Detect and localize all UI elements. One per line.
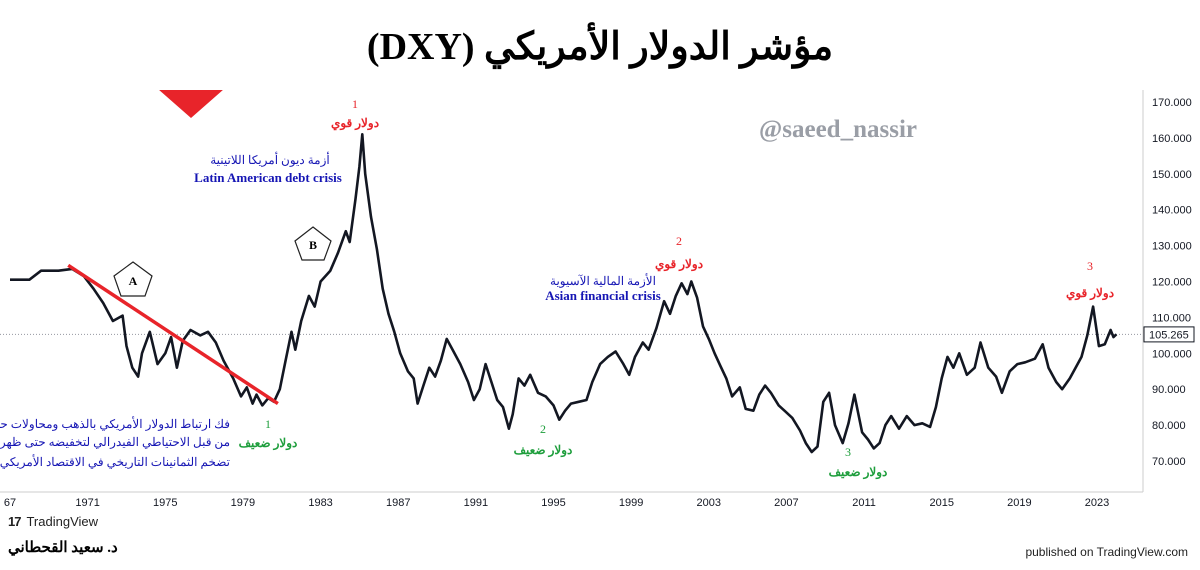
pentagon-a-label: A	[129, 274, 138, 288]
x-tick-label: 2007	[774, 497, 798, 509]
asia-crisis-en: Asian financial crisis	[545, 288, 661, 303]
tradingview-logo-icon: 17	[8, 514, 22, 529]
x-tick-label: 2019	[1007, 497, 1031, 509]
downtrend-line	[67, 263, 279, 406]
pentagon-b-label: B	[309, 238, 317, 252]
y-tick-label: 70.000	[1152, 456, 1186, 468]
published-note: published on TradingView.com	[1025, 545, 1188, 559]
dxy-price-line	[10, 133, 1118, 454]
y-tick-label: 80.000	[1152, 420, 1186, 432]
note-line-3: تضخم الثمانينات التاريخي في الاقتصاد الأ…	[0, 454, 230, 469]
weak-1-number: 1	[265, 417, 271, 431]
last-value-label: 105.265	[1149, 329, 1189, 341]
x-tick-label: 1995	[541, 497, 565, 509]
x-tick-label: 2023	[1085, 497, 1109, 509]
strong-3-number: 3	[1087, 259, 1093, 273]
asia-crisis-ar: الأزمة المالية الآسيوية	[550, 273, 656, 288]
x-tick-label: 1975	[153, 497, 177, 509]
tradingview-brand: TradingView	[26, 514, 99, 529]
pentagon-b-icon: B	[294, 226, 332, 261]
weak-3-number: 3	[845, 445, 851, 459]
pentagon-a-icon: A	[113, 261, 153, 297]
x-tick-label: 1983	[308, 497, 332, 509]
chart-area: 70.000 80.000 90.000 100.000 110.000 120.000 1…	[0, 90, 1195, 509]
weak-2-label: دولار ضعيف	[514, 443, 573, 458]
y-axis-ticks: 70.000 80.000 90.000 100.000 110.000 120.000 1…	[1152, 97, 1192, 468]
strong-2-label: دولار قوي	[655, 257, 703, 272]
y-tick-label: 160.000	[1152, 133, 1192, 145]
x-tick-label: 2011	[852, 497, 876, 509]
weak-1-label: دولار ضعيف	[239, 436, 298, 451]
y-tick-label: 100.000	[1152, 348, 1192, 360]
y-tick-label: 90.000	[1152, 384, 1186, 396]
y-tick-label: 150.000	[1152, 169, 1192, 181]
x-tick-label: 1999	[619, 497, 643, 509]
last-value-badge: 105.265	[1143, 326, 1195, 343]
down-arrow-icon	[159, 90, 223, 118]
tradingview-logo: 17 TradingView	[8, 514, 98, 529]
y-tick-label: 110.000	[1152, 312, 1191, 324]
y-tick-label: 140.000	[1152, 205, 1192, 217]
x-tick-label: 1979	[231, 497, 255, 509]
x-axis-ticks: 67 1971 1975 1979 1983 1987 1991 1995 1999 2003 20…	[4, 497, 1109, 509]
note-line-2: من قبل الاحتياطي الفيدرالي لتخفيضه حتى ظ…	[0, 435, 230, 449]
latam-crisis-ar: أزمة ديون أمريكا اللاتينية	[210, 152, 329, 167]
x-tick-label: 1991	[464, 497, 488, 509]
weak-3-label: دولار ضعيف	[829, 465, 888, 480]
y-tick-label: 170.000	[1152, 97, 1192, 109]
author-name: د. سعيد القحطاني	[8, 540, 118, 556]
note-line-1: فك ارتباط الدولار الأمريكي بالذهب ومحاول…	[0, 416, 230, 431]
watermark-handle: @saeed_nassir	[759, 116, 917, 143]
x-tick-label: 2003	[697, 497, 721, 509]
weak-2-number: 2	[540, 422, 546, 436]
y-tick-label: 130.000	[1152, 241, 1192, 253]
page-title: مؤشر الدولار الأمريكي (DXY)	[366, 26, 834, 68]
x-tick-label: 1971	[75, 497, 99, 509]
x-tick-label: 1987	[386, 497, 410, 509]
strong-1-label: دولار قوي	[331, 116, 379, 131]
strong-2-number: 2	[676, 234, 682, 248]
strong-3-label: دولار قوي	[1066, 286, 1114, 301]
x-tick-label: 2015	[929, 497, 953, 509]
strong-1-number: 1	[352, 97, 358, 111]
x-tick-label: 67	[4, 497, 16, 509]
y-tick-label: 120.000	[1152, 277, 1192, 289]
latam-crisis-en: Latin American debt crisis	[194, 170, 342, 185]
